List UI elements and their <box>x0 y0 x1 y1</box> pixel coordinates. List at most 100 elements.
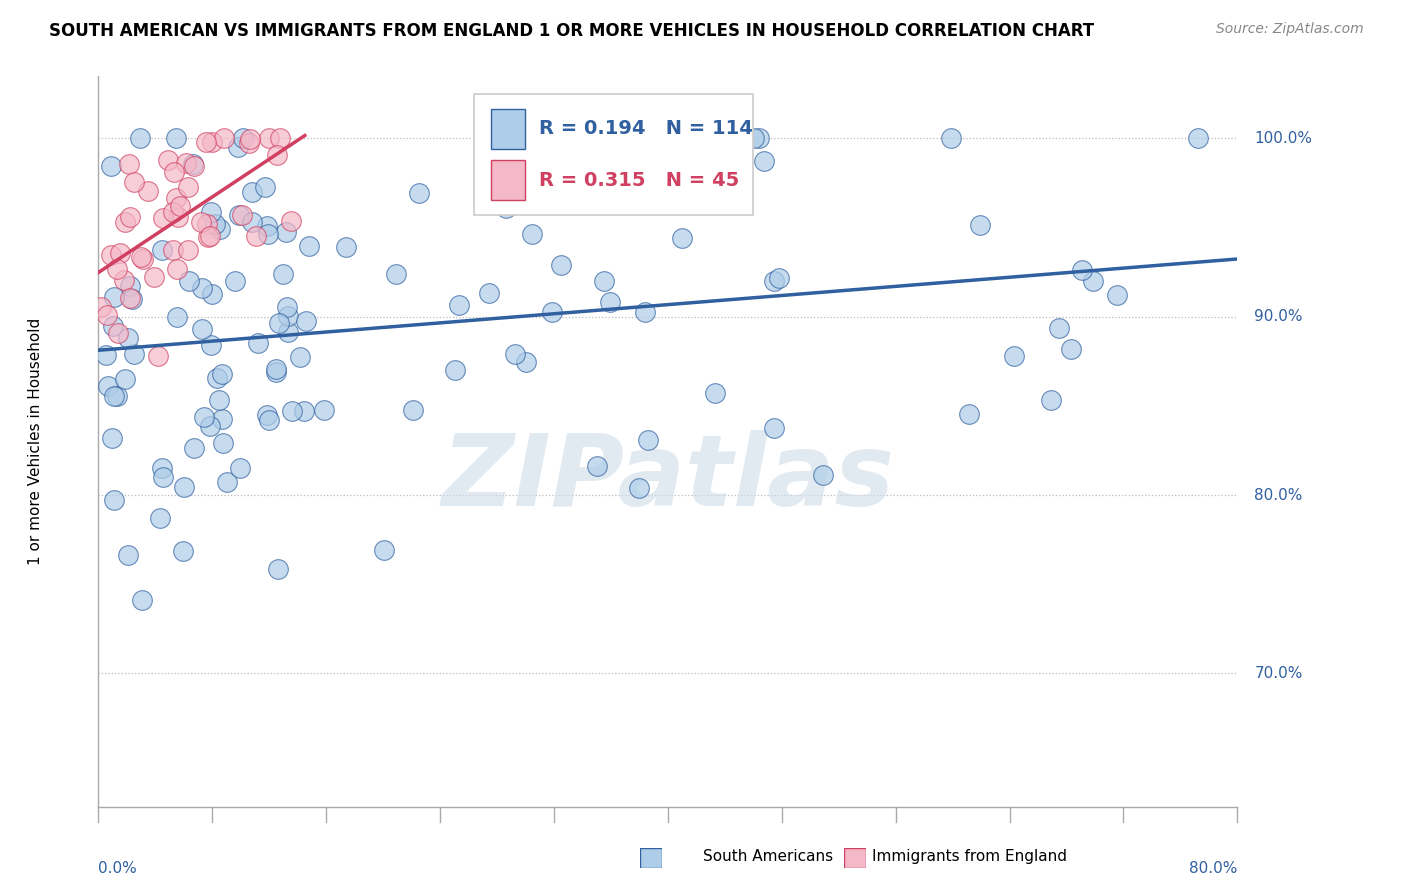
Point <box>97 379 120 393</box>
Point <box>162 243 184 257</box>
Point <box>129 250 152 264</box>
Point <box>177 243 200 257</box>
Point <box>628 481 651 495</box>
Point <box>503 346 526 360</box>
Point <box>264 361 287 376</box>
Point <box>165 131 187 145</box>
Point <box>277 325 299 339</box>
Point <box>118 292 141 306</box>
Text: 80.0%: 80.0% <box>1254 488 1303 502</box>
Point <box>276 300 298 314</box>
Text: Source: ZipAtlas.com: Source: ZipAtlas.com <box>1216 22 1364 37</box>
Point <box>444 362 467 376</box>
Point <box>105 389 128 403</box>
Point <box>195 217 218 231</box>
Point <box>634 305 657 319</box>
Point <box>408 186 430 201</box>
Point <box>169 199 191 213</box>
Point <box>181 157 204 171</box>
Point <box>142 269 165 284</box>
Point <box>1187 131 1209 145</box>
Point <box>198 228 221 243</box>
Point <box>593 274 616 288</box>
Point <box>122 175 145 189</box>
Point <box>152 211 174 226</box>
Point <box>238 136 260 150</box>
Point <box>228 461 250 475</box>
Point <box>447 298 470 312</box>
Point <box>112 273 135 287</box>
Point <box>121 292 143 306</box>
Point <box>162 204 184 219</box>
Point <box>191 281 214 295</box>
Point <box>614 153 637 167</box>
Point <box>204 217 226 231</box>
Point <box>165 191 187 205</box>
Point <box>118 211 141 225</box>
Point <box>1105 287 1128 301</box>
Point <box>290 350 312 364</box>
Point <box>245 229 267 244</box>
Point <box>101 319 124 334</box>
Point <box>200 418 222 433</box>
Point <box>1039 392 1062 407</box>
Point <box>100 431 122 445</box>
Point <box>228 208 250 222</box>
Text: ZIPatlas: ZIPatlas <box>441 430 894 526</box>
Point <box>768 270 790 285</box>
Point <box>401 402 423 417</box>
Point <box>94 348 117 362</box>
Point <box>240 215 263 229</box>
Text: R = 0.194   N = 114: R = 0.194 N = 114 <box>538 120 754 138</box>
Point <box>201 287 224 301</box>
Point <box>224 274 246 288</box>
FancyBboxPatch shape <box>491 109 526 149</box>
Point <box>190 322 212 336</box>
Point <box>190 215 212 229</box>
Point <box>96 308 118 322</box>
Point <box>131 592 153 607</box>
Point <box>239 132 262 146</box>
Text: 70.0%: 70.0% <box>1254 666 1303 681</box>
Text: 100.0%: 100.0% <box>1254 131 1312 145</box>
Point <box>200 337 222 351</box>
Point <box>177 179 200 194</box>
Point <box>166 211 188 225</box>
Point <box>197 230 219 244</box>
Point <box>550 258 572 272</box>
Point <box>211 368 233 382</box>
Point <box>118 157 141 171</box>
Point <box>520 227 543 241</box>
Point <box>212 131 235 145</box>
Point <box>257 131 280 145</box>
Point <box>215 475 238 489</box>
Point <box>173 480 195 494</box>
Point <box>156 153 179 167</box>
Point <box>742 131 765 145</box>
Point <box>117 548 139 562</box>
Point <box>269 131 291 145</box>
Point <box>166 310 188 325</box>
Point <box>274 226 297 240</box>
Point <box>114 215 136 229</box>
Text: 1 or more Vehicles in Household: 1 or more Vehicles in Household <box>28 318 44 566</box>
Point <box>183 160 205 174</box>
Point <box>152 470 174 484</box>
Point <box>269 316 291 330</box>
Text: SOUTH AMERICAN VS IMMIGRANTS FROM ENGLAND 1 OR MORE VEHICLES IN HOUSEHOLD CORREL: SOUTH AMERICAN VS IMMIGRANTS FROM ENGLAN… <box>49 22 1094 40</box>
Point <box>205 370 228 384</box>
Point <box>637 433 659 447</box>
Point <box>122 346 145 360</box>
Point <box>105 261 128 276</box>
Point <box>150 460 173 475</box>
Text: 80.0%: 80.0% <box>1189 861 1237 876</box>
Point <box>969 219 991 233</box>
Point <box>257 227 280 241</box>
Point <box>209 222 232 236</box>
Point <box>195 136 218 150</box>
Point <box>373 542 395 557</box>
Point <box>298 238 321 252</box>
Point <box>107 326 129 341</box>
Point <box>211 412 233 426</box>
Point <box>281 404 304 418</box>
